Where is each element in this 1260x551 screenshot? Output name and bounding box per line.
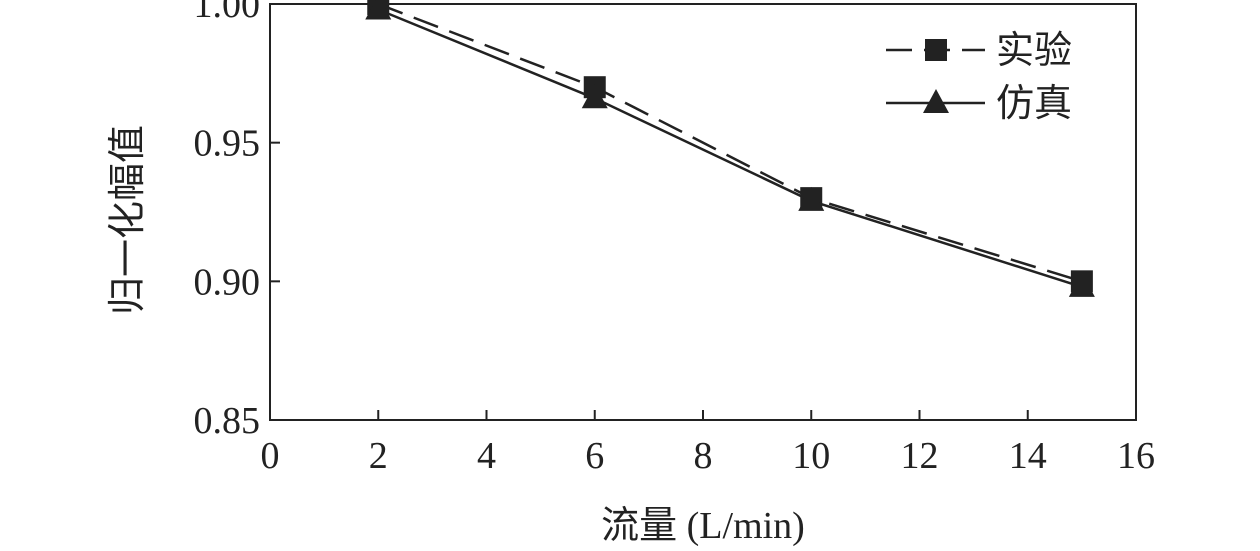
data-point-triangle bbox=[365, 0, 392, 20]
x-tick-label: 8 bbox=[694, 435, 713, 477]
x-tick-label: 16 bbox=[1117, 435, 1155, 477]
data-point-triangle bbox=[798, 186, 825, 211]
y-axis-ticks: 0.85 0.90 0.95 1.00 bbox=[194, 0, 280, 442]
y-axis-label: 归一化幅值 bbox=[107, 125, 149, 315]
legend-label: 仿真 bbox=[996, 83, 1072, 125]
y-tick-label: 0.90 bbox=[194, 261, 261, 303]
y-tick-label: 0.85 bbox=[194, 400, 261, 442]
legend-marker-triangle bbox=[923, 89, 949, 113]
x-tick-label: 4 bbox=[477, 435, 496, 477]
data-point-triangle bbox=[1068, 272, 1095, 297]
y-tick-label: 1.00 bbox=[194, 0, 261, 26]
series-line bbox=[377, 2, 1083, 283]
legend-label: 实验 bbox=[996, 30, 1072, 72]
x-tick-label: 10 bbox=[792, 435, 830, 477]
x-tick-label: 0 bbox=[261, 435, 280, 477]
x-tick-label: 2 bbox=[369, 435, 388, 477]
x-tick-label: 6 bbox=[585, 435, 604, 477]
series-square bbox=[367, 0, 1093, 293]
legend-marker-square bbox=[925, 39, 947, 61]
series-triangle bbox=[365, 0, 1095, 297]
data-point-triangle bbox=[581, 84, 608, 109]
series-line bbox=[377, 8, 1083, 289]
series-layer bbox=[365, 0, 1095, 297]
x-tick-label: 12 bbox=[901, 435, 939, 477]
y-tick-label: 0.95 bbox=[194, 123, 261, 165]
x-tick-label: 14 bbox=[1009, 435, 1047, 477]
x-axis-label: 流量 (L/min) bbox=[601, 505, 805, 547]
x-axis-ticks: 0 2 4 6 8 10 12 14 16 bbox=[261, 410, 1155, 477]
